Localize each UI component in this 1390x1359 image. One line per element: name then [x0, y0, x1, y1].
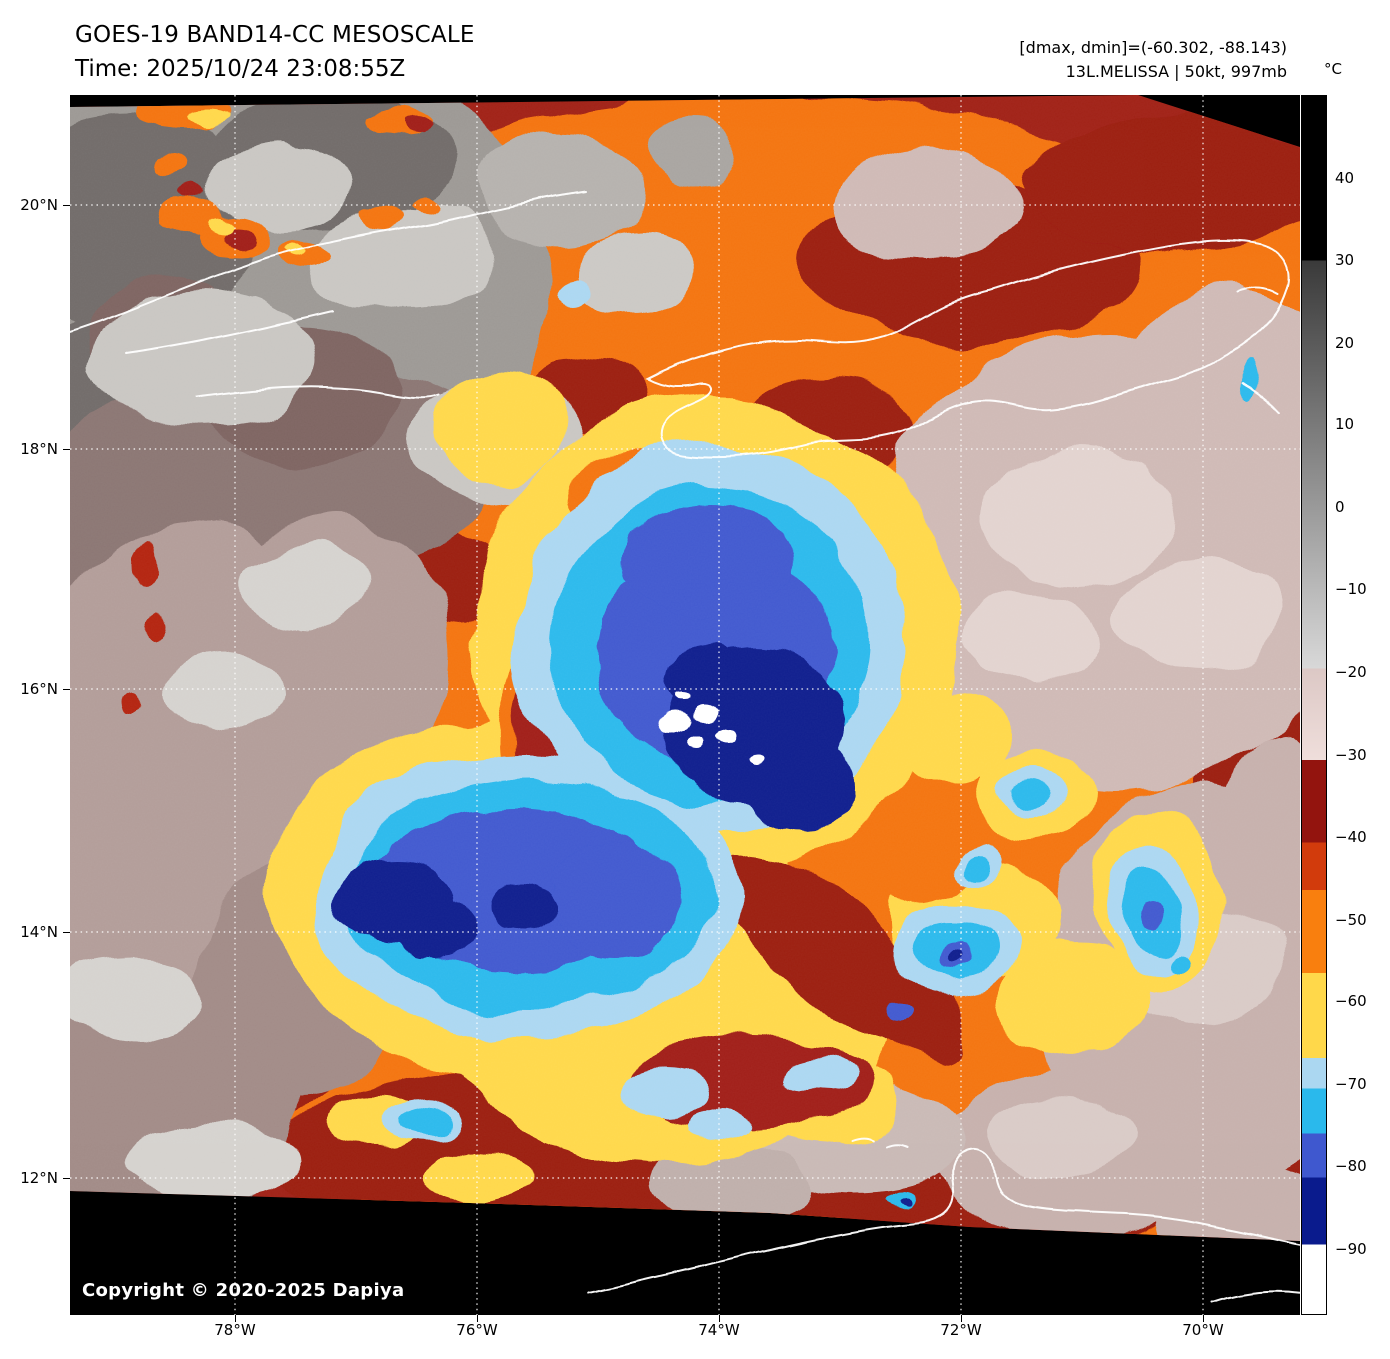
- header-info: [dmax, dmin]=(-60.302, -88.143) 13L.MELI…: [1019, 36, 1287, 84]
- colorbar-tick-label: −70: [1335, 1075, 1367, 1094]
- latitude-tick-mark: [63, 205, 70, 207]
- longitude-tick-label: 76°W: [456, 1321, 498, 1339]
- latitude-tick-mark: [63, 1177, 70, 1179]
- colorbar-tick-label: 30: [1335, 250, 1355, 269]
- latitude-tick-label: 14°N: [20, 923, 58, 942]
- colorbar-tick-label: −20: [1335, 663, 1367, 682]
- latitude-tick-mark: [63, 932, 70, 934]
- copyright-label: Copyright © 2020-2025 Dapiya: [82, 1280, 405, 1301]
- latitude-tick-label: 20°N: [20, 196, 58, 215]
- latitude-tick-mark: [63, 449, 70, 451]
- colorbar-unit-label: °C: [1324, 60, 1342, 78]
- colorbar-gradient: [1302, 96, 1326, 1314]
- colorbar-tick-label: 40: [1335, 168, 1355, 187]
- colorbar-tick-label: −80: [1335, 1157, 1367, 1176]
- colorbar: [1301, 95, 1327, 1315]
- latitude-tick-label: 16°N: [20, 680, 58, 699]
- latitude-tick-label: 18°N: [20, 440, 58, 459]
- colorbar-tick-label: 10: [1335, 415, 1355, 434]
- figure-time: Time: 2025/10/24 23:08:55Z: [75, 56, 406, 82]
- colorbar-tick-label: −40: [1335, 827, 1367, 846]
- colorbar-tick-label: 0: [1335, 498, 1345, 517]
- colorbar-ticks: 40 30 20 10 0 −10 −20 −30 −40 −50 −60 −70 −80 −90: [1335, 95, 1389, 1315]
- figure-title: GOES-19 BAND14-CC MESOSCALE: [75, 22, 475, 48]
- latitude-tick-mark: [63, 689, 70, 691]
- latitude-tick-label: 12°N: [20, 1168, 58, 1187]
- longitude-tick-label: 74°W: [698, 1321, 740, 1339]
- satellite-map: Copyright © 2020-2025 Dapiya: [70, 95, 1300, 1315]
- dmax-dmin-readout: [dmax, dmin]=(-60.302, -88.143): [1019, 38, 1287, 57]
- colorbar-tick-label: −90: [1335, 1240, 1367, 1259]
- longitude-axis: 78°W 76°W 74°W 72°W 70°W: [70, 1319, 1300, 1347]
- colorbar-tick-label: 20: [1335, 333, 1355, 352]
- longitude-tick-label: 72°W: [940, 1321, 982, 1339]
- colorbar-tick-label: −10: [1335, 580, 1367, 599]
- colorbar-tick-label: −60: [1335, 992, 1367, 1011]
- coastlines: [70, 190, 1300, 1303]
- longitude-tick-label: 70°W: [1182, 1321, 1224, 1339]
- ir-imagery-layers: [70, 95, 1300, 1241]
- colorbar-tick-label: −50: [1335, 910, 1367, 929]
- graticule-gridlines: [70, 95, 1300, 1315]
- longitude-tick-label: 78°W: [214, 1321, 256, 1339]
- storm-readout: 13L.MELISSA | 50kt, 997mb: [1065, 62, 1287, 81]
- colorbar-tick-label: −30: [1335, 746, 1367, 765]
- satellite-imagery: [70, 95, 1300, 1315]
- latitude-axis: 20°N 18°N 16°N 14°N 12°N: [0, 95, 64, 1315]
